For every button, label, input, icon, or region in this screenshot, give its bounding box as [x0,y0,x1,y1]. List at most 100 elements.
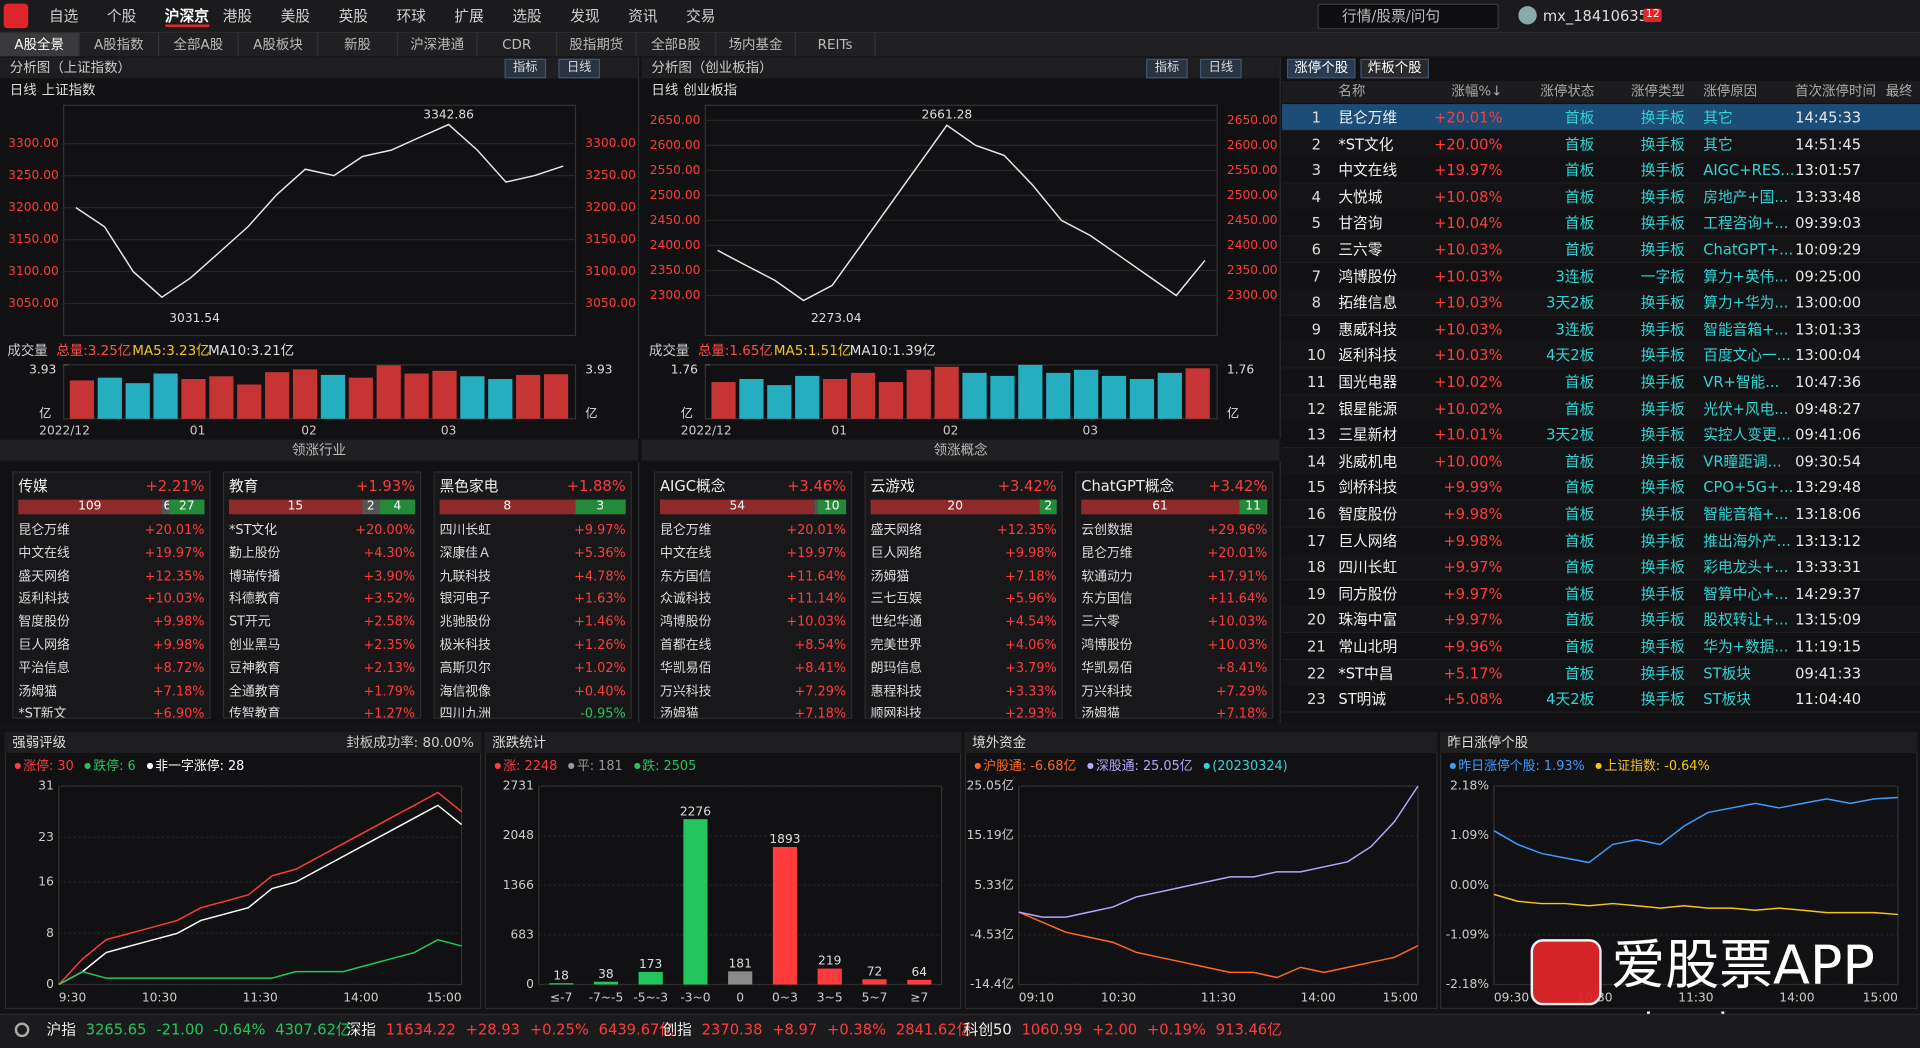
stock-name: 华凯易佰 [660,660,712,676]
panel-button[interactable]: 指标 [1146,58,1188,79]
stock-name: ST开元 [228,614,271,630]
table-row[interactable] [1282,183,1920,211]
table-row[interactable] [1282,104,1920,132]
table-row[interactable] [1282,421,1920,449]
table-row[interactable] [1282,474,1920,502]
status-name[interactable]: 深指 [346,1021,376,1039]
vol-stat: 总量:1.65亿 [697,342,773,359]
sector-card[interactable]: AIGC概念+3.46%54110昆仑万维+20.01%中文在线+19.97%东… [653,471,853,719]
sub-tab[interactable]: 沪深港通 [398,33,478,57]
bottom-panel-header [964,732,1438,754]
menu-item[interactable]: 扩展 [454,7,484,25]
menu-item[interactable]: 交易 [686,7,716,25]
menu-item[interactable]: 港股 [222,7,253,25]
search-box[interactable] [1317,3,1499,30]
sector-card[interactable]: ChatGPT概念 +3.42% 61 11 云创数据 +29.96% 昆仑万维 +20.01… [1075,471,1274,719]
sector-card[interactable]: 黑色家电 +1.88% 8 3 四川长虹 +9.97% 深康佳Ａ +5.36% 九联科技 +4.7… [433,471,632,719]
settings-icon[interactable] [14,1022,30,1038]
table-row[interactable] [1282,262,1920,290]
table-row[interactable] [1282,289,1920,317]
table-row[interactable] [1282,315,1920,343]
table-row[interactable] [1282,606,1920,634]
menu-item[interactable]: 环球 [396,7,426,25]
menu-item[interactable]: 美股 [280,7,311,25]
vol-stat: MA10:3.21亿 [208,342,295,359]
high-annotation: 2661.28 [922,108,973,122]
table-row[interactable] [1282,209,1920,237]
menu-item[interactable]: 资讯 [628,7,658,25]
table-cell: +9.97% [1443,611,1503,629]
panel-header [0,57,638,79]
search-placeholder: 行情/股票/问句 [1342,7,1441,25]
table-cell: 换手板 [1640,426,1685,444]
vol-bar [1129,378,1155,419]
menu-item[interactable]: 发现 [570,7,600,25]
panel-button[interactable]: 日线 [558,58,601,79]
table-row[interactable] [1282,236,1920,264]
x-tick-label: 01 [190,424,206,438]
table-row[interactable] [1282,130,1920,158]
vol-unit-right: 亿 [1227,405,1239,420]
vol-bar [850,372,876,419]
sector-card[interactable]: 教育 +1.93% 15 2 4 *ST文化 +20.00% 勤上股份 +4.30% 博瑞传播 +3… [222,471,422,719]
sub-tab[interactable]: 股指期货 [557,33,637,57]
table-cell: 首板 [1564,399,1595,418]
table-cell: 13:13:12 [1795,532,1862,550]
user-name[interactable]: mx_184106352 [1542,7,1658,25]
stock-name: 全通教育 [228,683,281,699]
status-name[interactable]: 创指 [662,1021,692,1039]
table-row[interactable] [1282,659,1920,687]
bottom-panel-title: 强弱评级 [12,734,67,751]
stock-pct: +7.18% [1215,707,1268,719]
table-row[interactable] [1282,447,1920,475]
table-row[interactable] [1282,685,1920,713]
vol-bar [1046,372,1071,419]
sub-tab[interactable]: 全部B股 [637,33,717,57]
sub-tab[interactable]: 新股 [318,33,398,57]
sub-tab[interactable]: A股板块 [239,33,319,57]
status-name[interactable]: 科创50 [963,1021,1012,1039]
table-row[interactable] [1282,500,1920,528]
menu-item[interactable]: 自选 [48,7,79,25]
table-header-cell: 名称 [1338,83,1366,100]
status-name[interactable]: 沪指 [46,1021,76,1039]
row-number: 21 [1306,637,1326,656]
sub-tab[interactable]: REITs [796,33,876,57]
sector-card[interactable]: 传媒 +2.21% 109 6 27 昆仑万维 +20.01% 中文在线 +19.97% 盛天网络… [12,471,211,719]
table-tab[interactable]: 炸板个股 [1360,58,1429,79]
row-number: 9 [1311,320,1321,338]
sub-tab[interactable]: 场内基金 [716,33,796,57]
table-row[interactable] [1282,395,1920,422]
table-row[interactable] [1282,580,1920,608]
sub-tab[interactable]: A股指数 [80,33,160,57]
sub-tab[interactable]: CDR [478,33,558,57]
vol-bar [209,376,234,419]
table-row[interactable] [1282,342,1920,370]
table-row[interactable] [1282,156,1920,184]
stock-pct: +3.90% [363,568,416,584]
table-header-cell: 涨停原因 [1703,83,1758,100]
panel-button[interactable]: 日线 [1200,58,1242,79]
table-cell: +10.03% [1434,347,1503,365]
table-cell: 13:33:48 [1795,188,1862,206]
table-tab[interactable]: 涨停个股 [1286,58,1356,79]
count-segment: 11 [1238,499,1268,515]
table-row[interactable] [1282,553,1920,581]
table-cell: 工程咨询+... [1703,214,1789,232]
menu-item[interactable]: 沪深京 [164,7,209,27]
table-row[interactable] [1282,527,1920,555]
panel-button[interactable]: 指标 [504,58,547,79]
menu-item[interactable]: 选股 [512,7,542,25]
vol-bar [711,382,736,419]
sub-tab[interactable]: 全部A股 [159,33,239,57]
sub-tab[interactable]: A股全景 [0,33,80,57]
menu-item[interactable]: 个股 [106,7,137,25]
table-row[interactable] [1282,368,1920,396]
sector-card[interactable]: 云游戏 +3.42% 20 2 盛天网络 +12.35% 巨人网络 +9.98% 汤姆猫 +7.1… [864,471,1063,719]
table-row[interactable] [1282,633,1920,661]
table-cell: 大悦城 [1338,188,1383,206]
stock-name: 银河电子 [439,591,492,607]
menu-item[interactable]: 英股 [338,7,368,25]
table-cell: 算力+英伟... [1703,267,1789,285]
vol-bar [237,384,262,419]
